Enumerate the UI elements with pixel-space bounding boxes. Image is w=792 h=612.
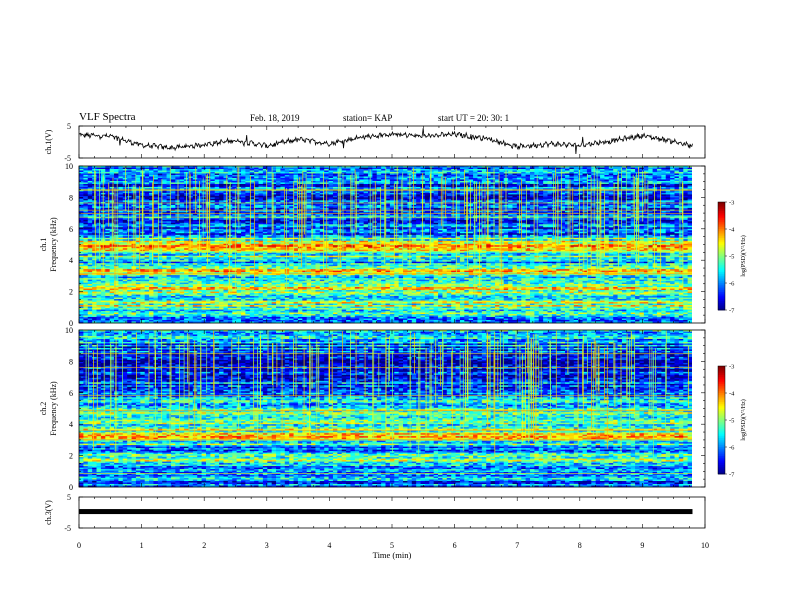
x-tick-label: 7 [515, 541, 519, 550]
x-tick-label: 3 [265, 541, 269, 550]
ch2-spectrogram-ylabel-line2: Frequency (kHz) [49, 381, 58, 436]
ch1-spectrogram-image [79, 166, 692, 323]
ch2-spectrogram-ytick-label: 2 [69, 452, 73, 461]
ch2-spectrogram-colorbar-tick-label: -7 [729, 472, 735, 479]
ch2-spectrogram-ylabel-line1: ch.2 [39, 402, 48, 416]
x-tick-label: 4 [327, 541, 331, 550]
x-tick-label: 1 [140, 541, 144, 550]
ch2-spectrogram-ytick-label: 4 [69, 420, 73, 429]
x-tick-label: 9 [640, 541, 644, 550]
x-tick-label: 8 [578, 541, 582, 550]
x-tick-label: 10 [701, 541, 709, 550]
ch2-spectrogram-ytick-label: 8 [69, 357, 73, 366]
ch3-waveform-ytick-label: -5 [64, 524, 71, 533]
x-tick-label: 0 [77, 541, 81, 550]
ch1-spectrogram-ytick-label: 4 [69, 256, 73, 265]
ch1-spectrogram-ytick-label: 8 [69, 193, 73, 202]
ch1-spectrogram-colorbar [718, 202, 725, 310]
ch2-spectrogram-ytick-label: 6 [69, 389, 73, 398]
ch2-spectrogram-colorbar-tick-label: -5 [729, 418, 734, 425]
ch2-spectrogram-image [79, 330, 692, 487]
ch1-waveform-ylabel: ch.1(V) [44, 129, 53, 154]
ch1-spectrogram-colorbar-tick-label: -5 [729, 254, 734, 261]
ch1-spectrogram-colorbar-tick-label: -3 [729, 200, 734, 207]
ch2-spectrogram-ytick-label: 0 [69, 483, 73, 492]
x-tick-label: 6 [453, 541, 457, 550]
x-tick-label: 5 [390, 541, 394, 550]
ch1-spectrogram-colorbar-tick-label: -4 [729, 227, 735, 234]
ch3-waveform-ytick-label: 5 [67, 493, 71, 502]
ch2-spectrogram-ytick-label: 10 [65, 326, 73, 335]
ch1-spectrogram-ytick-label: 2 [69, 288, 73, 297]
ch3-waveform-ylabel: ch.3(V) [44, 500, 53, 525]
x-axis-label: Time (min) [373, 550, 412, 560]
ch1-spectrogram-ylabel-line2: Frequency (kHz) [49, 217, 58, 272]
ch2-spectrogram-colorbar-tick-label: -6 [729, 445, 735, 452]
ch2-spectrogram-colorbar-tick-label: -3 [729, 364, 734, 371]
ch1-spectrogram-colorbar-tick-label: -7 [729, 308, 735, 315]
ch1-spectrogram-ytick-label: 10 [65, 162, 73, 171]
ch1-spectrogram-colorbar-label: log(PSD)(V²/Hz) [740, 235, 747, 276]
vlf-figure: 5-5ch.1(V)0246810ch.1 Frequency (kHz)-3-4… [0, 0, 792, 612]
ch3-waveform-line [79, 509, 692, 514]
ch2-spectrogram-colorbar-tick-label: -4 [729, 391, 735, 398]
ch1-spectrogram-ylabel-line1: ch.1 [39, 238, 48, 252]
ch2-spectrogram-colorbar [718, 366, 725, 474]
ch1-waveform-ytick-label: 5 [67, 122, 71, 131]
x-tick-label: 2 [202, 541, 206, 550]
ch1-spectrogram-ytick-label: 6 [69, 225, 73, 234]
ch1-spectrogram-colorbar-tick-label: -6 [729, 281, 735, 288]
ch2-spectrogram-colorbar-label: log(PSD)(V²/Hz) [740, 399, 747, 440]
